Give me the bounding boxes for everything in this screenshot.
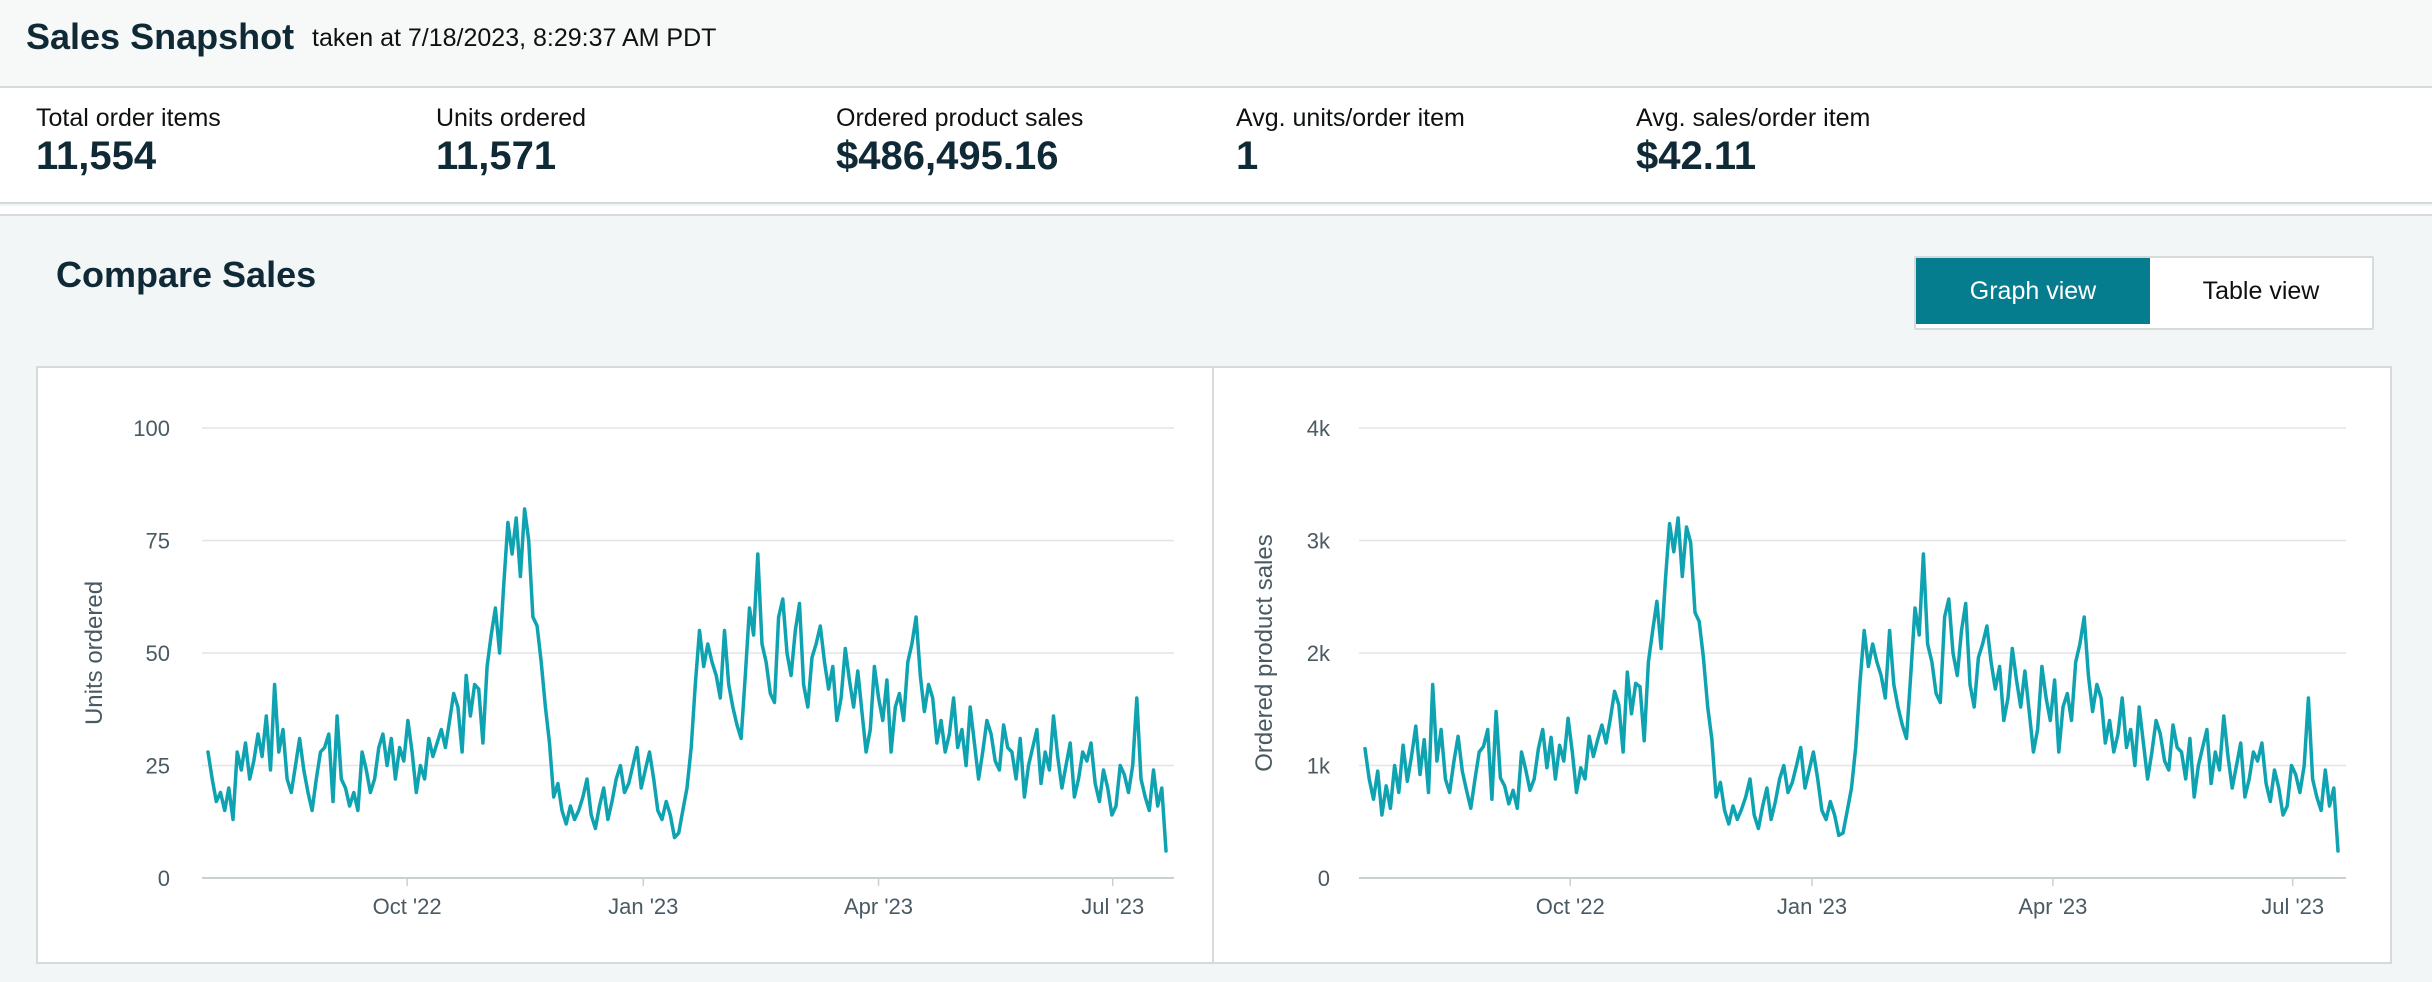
metric-avg-units-per-order-item: Avg. units/order item 1 [1236,102,1465,178]
series-line [206,507,1168,853]
view-toggle: Graph view Table view [1914,256,2374,330]
x-tick-label: Jan '23 [608,894,678,919]
section-divider [0,206,2432,216]
snapshot-header: Sales Snapshot taken at 7/18/2023, 8:29:… [0,0,2432,88]
metric-value: 11,571 [436,134,557,178]
y-axis-label: Ordered product sales [1251,534,1278,771]
x-tick-label: Oct '22 [373,894,442,919]
graph-view-button[interactable]: Graph view [1916,258,2150,324]
table-view-button[interactable]: Table view [2150,258,2372,324]
metric-value: $42.11 [1636,134,1757,178]
y-tick-label: 100 [133,416,170,441]
metric-value: $486,495.16 [836,134,1059,178]
metric-label: Avg. units/order item [1236,104,1465,132]
metric-label: Ordered product sales [836,104,1084,132]
metric-ordered-product-sales: Ordered product sales $486,495.16 [836,102,1083,178]
x-tick-label: Apr '23 [2018,894,2087,919]
y-tick-label: 4k [1307,416,1331,441]
x-tick-label: Jul '23 [2261,894,2324,919]
metric-label: Units ordered [436,104,587,132]
metric-label: Total order items [36,104,221,132]
y-tick-label: 0 [158,866,170,891]
x-tick-label: Oct '22 [1536,894,1605,919]
units-ordered-chart-panel: 0 25 50 75 100 Units ordered Oct '22 Jan '23 Apr… [36,366,1214,964]
y-tick-label: 50 [146,641,170,666]
snapshot-timestamp: taken at 7/18/2023, 8:29:37 AM PDT [312,24,717,52]
x-tick-label: Apr '23 [844,894,913,919]
metric-avg-sales-per-order-item: Avg. sales/order item $42.11 [1636,102,1870,178]
y-tick-label: 0 [1318,866,1330,891]
metric-units-ordered: Units ordered 11,571 [436,102,586,178]
x-tick-label: Jan '23 [1777,894,1847,919]
series-line [1363,516,2340,853]
metric-label: Avg. sales/order item [1636,104,1871,132]
page-title: Sales Snapshot [26,16,295,57]
y-axis-label: Units ordered [81,581,108,725]
y-tick-label: 1k [1307,754,1331,779]
y-tick-label: 2k [1307,641,1331,666]
metric-total-order-items: Total order items 11,554 [36,102,221,178]
metrics-row: Total order items 11,554 Units ordered 1… [0,88,2432,204]
compare-sales-title: Compare Sales [56,254,317,295]
y-tick-label: 75 [146,529,170,554]
y-tick-label: 3k [1307,529,1331,554]
y-tick-label: 25 [146,754,170,779]
metric-value: 1 [1236,134,1259,178]
x-tick-label: Jul '23 [1081,894,1144,919]
ordered-product-sales-chart-panel: 0 1k 2k 3k 4k Ordered product sales Oct '22 Jan… [1212,366,2392,964]
ordered-product-sales-chart: 0 1k 2k 3k 4k Ordered product sales Oct '22 Jan… [1251,416,2346,919]
metric-value: 11,554 [36,134,157,178]
units-ordered-chart: 0 25 50 75 100 Units ordered Oct '22 Jan '23 Apr… [81,416,1174,919]
